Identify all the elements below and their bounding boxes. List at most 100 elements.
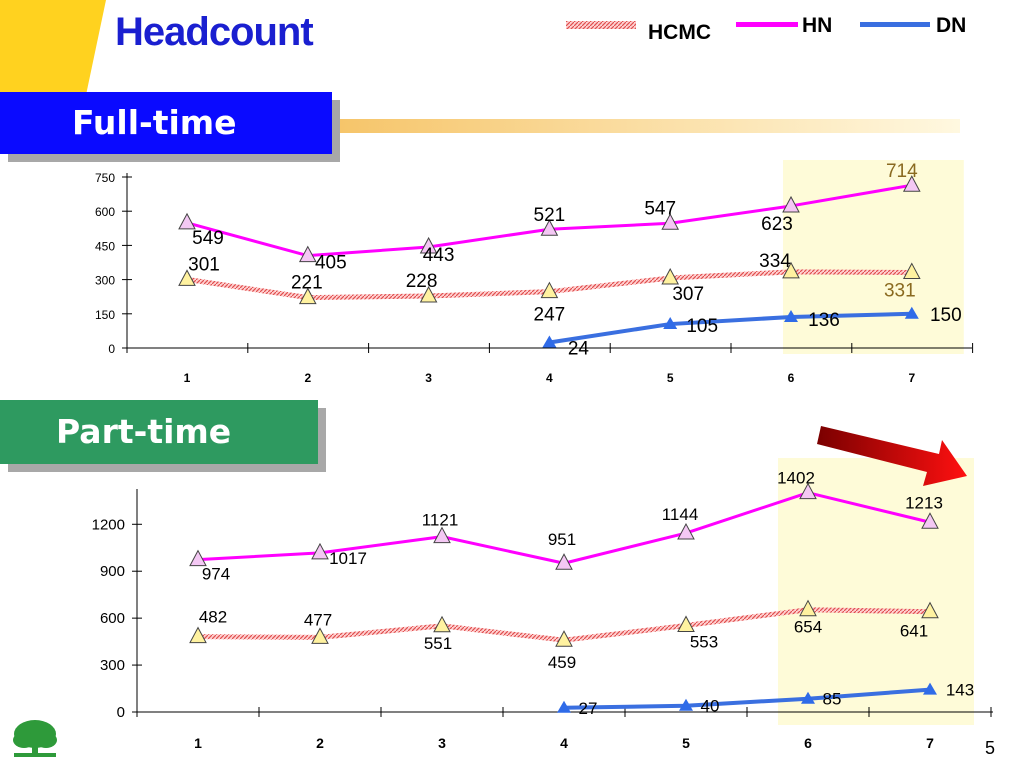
fulltime-bar bbox=[340, 119, 960, 133]
data-label: 150 bbox=[930, 305, 962, 326]
y-tick-label: 750 bbox=[95, 171, 115, 185]
data-label: 1213 bbox=[905, 493, 943, 512]
point-hn bbox=[189, 549, 207, 567]
y-tick-label: 300 bbox=[100, 657, 125, 674]
point-hcmc bbox=[433, 615, 451, 633]
data-label: 405 bbox=[315, 253, 347, 274]
trend-arrow-icon bbox=[817, 426, 967, 486]
y-tick-label: 0 bbox=[117, 704, 125, 721]
x-tick-label: 3 bbox=[438, 735, 446, 751]
x-tick-label: 7 bbox=[908, 371, 915, 385]
point-dn bbox=[784, 309, 798, 322]
data-label: 307 bbox=[672, 284, 704, 305]
data-label: 247 bbox=[534, 305, 566, 326]
data-label: 40 bbox=[701, 697, 720, 716]
point-hcmc bbox=[661, 267, 680, 285]
data-label: 1402 bbox=[777, 469, 815, 488]
fulltime-badge: Full-time bbox=[0, 92, 332, 154]
x-tick-label: 2 bbox=[304, 371, 311, 385]
data-label: 521 bbox=[534, 205, 566, 226]
point-hcmc bbox=[419, 285, 438, 303]
point-dn bbox=[542, 335, 557, 348]
point-dn bbox=[801, 691, 815, 704]
x-tick-label: 5 bbox=[682, 735, 690, 751]
data-label: 459 bbox=[548, 653, 576, 672]
point-dn bbox=[557, 700, 571, 713]
series-line-dn bbox=[563, 687, 931, 710]
data-label: 136 bbox=[808, 310, 840, 331]
point-hn bbox=[782, 195, 800, 213]
series-line-dn bbox=[549, 311, 912, 345]
data-label: 553 bbox=[690, 632, 718, 651]
point-hcmc bbox=[178, 269, 196, 286]
point-dn bbox=[923, 682, 937, 695]
point-hcmc bbox=[902, 262, 921, 280]
point-hcmc bbox=[540, 281, 559, 299]
legend-label-hn: HN bbox=[802, 14, 833, 37]
point-hn bbox=[298, 245, 317, 263]
data-label: 714 bbox=[886, 161, 918, 182]
point-hn bbox=[311, 542, 329, 560]
data-label: 1144 bbox=[662, 505, 699, 524]
data-label: 482 bbox=[199, 608, 227, 627]
data-label: 477 bbox=[304, 610, 332, 629]
legend-swatch-hn bbox=[736, 22, 798, 27]
x-tick-label: 4 bbox=[560, 735, 568, 751]
x-tick-label: 6 bbox=[804, 735, 812, 751]
tree-logo-icon bbox=[13, 720, 57, 757]
point-hn bbox=[178, 212, 196, 230]
data-label: 105 bbox=[686, 316, 718, 337]
x-tick-label: 3 bbox=[425, 371, 432, 385]
y-tick-label: 600 bbox=[95, 205, 115, 219]
fulltime-chart: 0 150 300 450 600 750 1 2 3 4 5 6 7 549 405 443 521 547 62… bbox=[95, 160, 974, 385]
data-label: 547 bbox=[644, 198, 676, 219]
data-label: 331 bbox=[884, 281, 916, 302]
data-label: 334 bbox=[759, 251, 791, 272]
data-label: 1121 bbox=[422, 511, 459, 530]
data-label: 623 bbox=[761, 214, 793, 235]
x-tick-label: 2 bbox=[316, 735, 324, 751]
point-hcmc bbox=[782, 261, 800, 279]
x-tick-label: 5 bbox=[667, 371, 674, 385]
data-label: 27 bbox=[579, 699, 598, 718]
point-hcmc bbox=[311, 627, 329, 644]
data-label: 228 bbox=[406, 271, 438, 292]
point-dn bbox=[679, 698, 693, 711]
point-hn bbox=[921, 512, 939, 529]
point-hcmc bbox=[555, 630, 573, 647]
point-dn bbox=[663, 317, 678, 330]
point-dn bbox=[904, 306, 919, 319]
slide-title: Headcount bbox=[115, 10, 314, 54]
parttime-chart: 0 300 600 900 1200 1 2 3 4 5 6 7 974 1017 1121 951 1144 1… bbox=[92, 458, 993, 751]
point-hcmc bbox=[189, 626, 207, 644]
point-hcmc bbox=[921, 601, 939, 619]
y-tick-label: 300 bbox=[95, 274, 115, 288]
legend: HCMC HN DN bbox=[560, 10, 1020, 50]
point-hcmc bbox=[298, 287, 317, 305]
data-label: 143 bbox=[946, 681, 974, 700]
y-tick-label: 600 bbox=[100, 610, 125, 627]
data-label: 549 bbox=[192, 228, 224, 249]
data-label: 301 bbox=[188, 254, 220, 275]
point-hn bbox=[433, 526, 451, 544]
y-tick-label: 150 bbox=[95, 308, 115, 322]
point-hcmc bbox=[799, 599, 817, 617]
y-tick-label: 900 bbox=[100, 563, 125, 580]
point-hn bbox=[799, 482, 817, 500]
y-tick-label: 450 bbox=[95, 239, 115, 253]
highlight-region bbox=[778, 458, 974, 725]
data-label: 221 bbox=[291, 273, 323, 294]
data-label: 951 bbox=[548, 530, 576, 549]
point-hcmc bbox=[677, 615, 695, 632]
legend-label-dn: DN bbox=[936, 14, 967, 37]
data-label: 24 bbox=[568, 339, 590, 360]
x-tick-label: 1 bbox=[194, 735, 202, 751]
legend-swatch-dn bbox=[860, 22, 930, 27]
point-hn bbox=[419, 236, 438, 254]
legend-label-hcmc: HCMC bbox=[648, 21, 711, 44]
data-label: 641 bbox=[900, 622, 928, 641]
data-label: 974 bbox=[202, 565, 230, 584]
data-label: 443 bbox=[423, 245, 455, 266]
x-tick-label: 1 bbox=[184, 371, 191, 385]
x-tick-label: 4 bbox=[546, 371, 553, 385]
